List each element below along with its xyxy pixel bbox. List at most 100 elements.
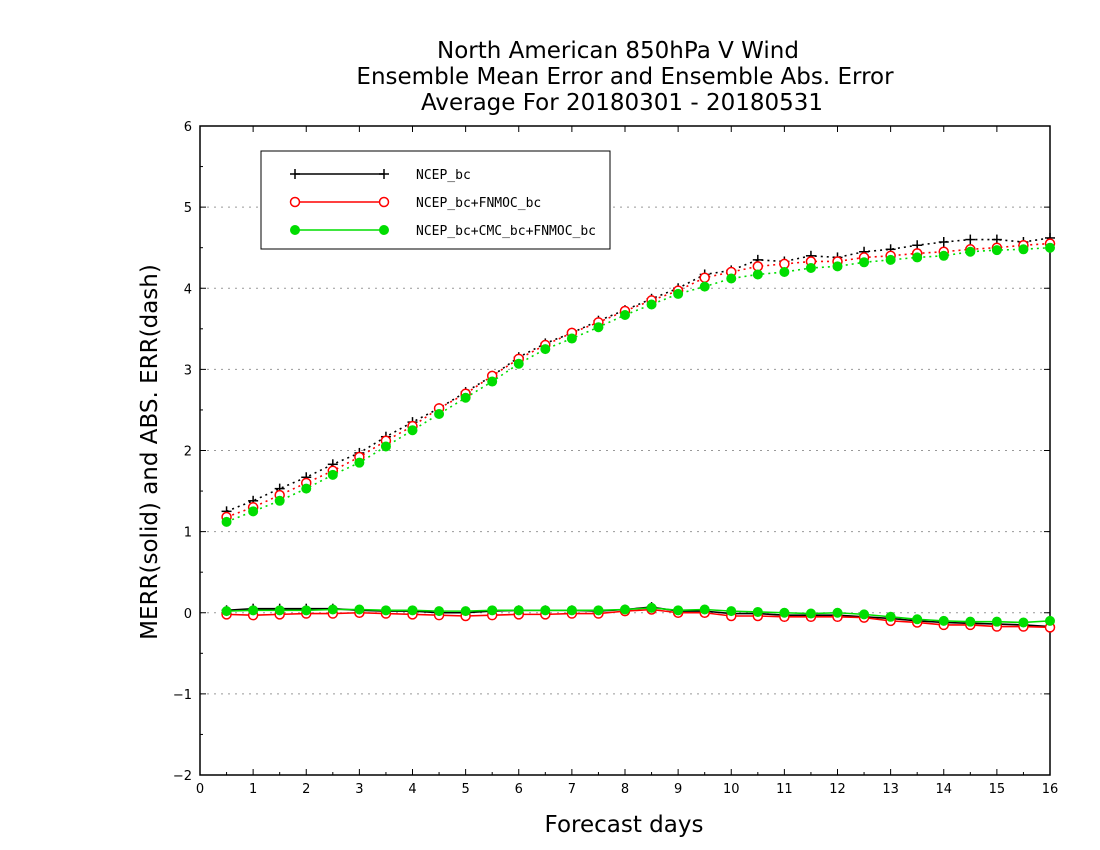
y-tick-label: 3	[184, 363, 192, 378]
mean-error-point	[380, 605, 391, 616]
legend-marker	[379, 225, 389, 235]
abs-error-point	[938, 237, 949, 248]
mean-error-point	[991, 616, 1002, 627]
abs-error-point	[965, 246, 976, 257]
legend-label: NCEP_bc+FNMOC_bc	[416, 196, 541, 211]
y-tick-label: 0	[184, 607, 192, 622]
mean-error-point	[912, 614, 923, 625]
x-tick-label: 14	[935, 782, 952, 797]
abs-error-point	[248, 506, 259, 517]
legend-label: NCEP_bc+CMC_bc+FNMOC_bc	[416, 224, 596, 239]
mean-error-point	[832, 607, 843, 618]
mean-error-point	[301, 605, 312, 616]
abs-error-point	[673, 288, 684, 299]
legend-box	[260, 150, 611, 250]
x-tick-label: 10	[723, 782, 740, 797]
abs-error-point	[434, 408, 445, 419]
mean-error-point	[487, 605, 498, 616]
x-tick-label: 12	[829, 782, 846, 797]
legend-marker	[378, 196, 390, 208]
mean-error-point	[566, 605, 577, 616]
x-tick-label: 2	[302, 782, 310, 797]
mean-error-point	[593, 605, 604, 616]
abs-error-point	[752, 269, 763, 280]
abs-error-point	[566, 333, 577, 344]
abs-error-point	[620, 310, 630, 321]
mean-error-point	[460, 606, 471, 617]
y-tick-label: 4	[184, 282, 192, 297]
abs-error-point	[380, 441, 391, 452]
legend-marker	[290, 169, 300, 179]
x-tick-label: 1	[249, 782, 257, 797]
abs-error-point	[1045, 242, 1055, 253]
abs-error-point	[221, 516, 232, 527]
abs-error-point	[460, 392, 471, 403]
mean-error-point	[434, 606, 445, 617]
abs-error-point	[699, 281, 710, 292]
mean-error-point	[354, 604, 365, 615]
abs-error-point	[991, 245, 1002, 256]
abs-error-point	[805, 262, 816, 273]
abs-error-line	[226, 242, 1051, 518]
y-tick-label: 1	[184, 526, 192, 541]
abs-error-point	[1018, 244, 1029, 255]
mean-error-point	[752, 606, 763, 617]
abs-error-point	[726, 273, 737, 284]
mean-error-point	[885, 611, 896, 622]
mean-error-point	[779, 607, 790, 618]
abs-error-point	[912, 252, 923, 263]
abs-error-point	[407, 425, 418, 436]
legend: NCEP_bc NCEP_bc+FNMOC_bc NCEP_bc+CMC_bc+FN…	[260, 150, 611, 250]
mean-error-point	[327, 604, 338, 615]
abs-error-point	[513, 358, 524, 369]
x-tick-label: 16	[1042, 782, 1059, 797]
y-tick-label: −2	[173, 769, 192, 784]
abs-error-point	[938, 250, 949, 261]
x-tick-label: 9	[674, 782, 682, 797]
abs-error-point	[540, 344, 551, 355]
y-tick-label: 2	[184, 445, 192, 460]
mean-error-point	[221, 606, 232, 617]
x-tick-label: 13	[882, 782, 899, 797]
mean-error-point	[1045, 615, 1055, 626]
mean-error-point	[274, 605, 285, 616]
x-tick-label: 15	[989, 782, 1006, 797]
abs-error-point	[646, 299, 657, 310]
y-tick-label: 6	[184, 120, 192, 135]
y-tick-label: −1	[173, 688, 192, 703]
abs-error-point	[487, 376, 498, 387]
abs-error-point	[354, 457, 365, 468]
mean-error-point	[620, 604, 630, 615]
x-tick-label: 7	[568, 782, 576, 797]
x-tick-label: 11	[776, 782, 793, 797]
abs-error-point	[779, 267, 790, 278]
x-tick-label: 3	[355, 782, 363, 797]
abs-error-point	[274, 495, 285, 506]
abs-error-point	[301, 483, 312, 494]
abs-error-point	[885, 254, 896, 265]
mean-error-point	[513, 605, 524, 616]
y-tick-label: 5	[184, 201, 192, 216]
mean-error-point	[1018, 617, 1029, 628]
abs-error-line	[226, 237, 1051, 513]
chart-title: North American 850hPa V Wind Ensemble Me…	[356, 38, 894, 116]
legend-marker	[379, 169, 389, 179]
series-layer	[221, 232, 1056, 633]
legend-marker	[289, 196, 301, 208]
series-0	[221, 232, 1055, 632]
x-tick-label: 0	[196, 782, 204, 797]
abs-error-point	[327, 469, 338, 480]
mean-error-point	[965, 616, 976, 627]
mean-error-point	[805, 608, 816, 619]
mean-error-point	[646, 602, 657, 613]
abs-error-point	[832, 261, 843, 272]
series-1	[221, 238, 1056, 633]
mean-error-point	[726, 606, 737, 617]
legend-marker	[290, 225, 300, 235]
legend-label: NCEP_bc	[416, 168, 471, 183]
x-axis-label: Forecast days	[545, 812, 704, 838]
abs-error-point	[699, 272, 710, 283]
x-tick-label: 8	[621, 782, 629, 797]
mean-error-line	[226, 608, 1051, 629]
abs-error-line	[226, 246, 1051, 523]
